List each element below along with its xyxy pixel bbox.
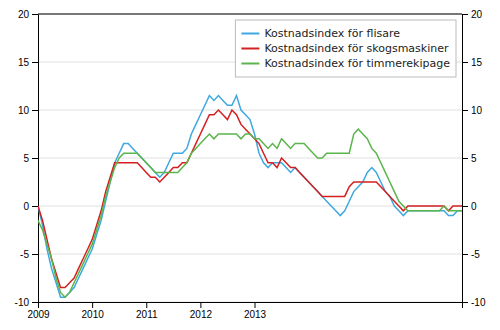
x-axis-line — [39, 303, 463, 309]
legend-item: Kostnadsindex för flisare — [241, 27, 400, 40]
y2-tick: 20 — [462, 9, 483, 20]
lines — [38, 96, 462, 298]
y2-tick-label: 5 — [471, 153, 477, 164]
y2-tick: -5 — [462, 249, 480, 260]
y-tick: 5 — [23, 153, 38, 164]
legend-label: Kostnadsindex för flisare — [264, 27, 400, 40]
y-tick: 0 — [23, 201, 38, 212]
grid-line — [38, 14, 462, 15]
plot: 20092010201120122013-10-505101520-10-505… — [15, 9, 486, 320]
y2-tick-mark — [462, 302, 468, 303]
legend-swatch — [241, 63, 259, 65]
y-tick-label: 20 — [18, 9, 30, 20]
y2-tick: 15 — [462, 57, 483, 68]
grid-line — [38, 158, 462, 159]
y-tick-label: 0 — [23, 201, 29, 212]
y-axis-line — [32, 15, 39, 303]
y-tick-label: 5 — [23, 153, 29, 164]
x-tick-mark — [146, 302, 147, 308]
y2-tick-mark — [462, 158, 468, 159]
x-tick-label: 2012 — [190, 309, 213, 320]
y-tick: 20 — [18, 9, 38, 20]
y2-axis: -10 -5 0 5 10 15 20 — [462, 9, 486, 308]
y2-tick-label: 20 — [471, 9, 483, 20]
y-tick-mark — [32, 14, 38, 15]
y-tick-mark — [32, 206, 38, 207]
y-tick-mark — [32, 110, 38, 111]
y2-tick-label: -10 — [471, 297, 486, 308]
y2-tick-label: 0 — [471, 201, 477, 212]
y2-tick: 0 — [462, 201, 477, 212]
x-tick-label: 2011 — [136, 309, 158, 320]
x-tick-mark — [200, 302, 201, 308]
y2-tick: 10 — [462, 105, 483, 116]
y2-tick-label: 15 — [471, 57, 483, 68]
y2-tick-label: -5 — [471, 249, 480, 260]
grid-line — [38, 254, 462, 255]
y2-tick-mark — [462, 254, 468, 255]
x-tick-label: 2009 — [27, 309, 50, 320]
legend-label: Kostnadsindex för skogsmaskiner — [264, 42, 449, 55]
grid — [38, 14, 462, 302]
y-tick-mark — [32, 158, 38, 159]
y-tick: 10 — [18, 105, 38, 116]
y2-axis-line — [463, 15, 469, 303]
x-tick: 2009 — [27, 302, 50, 320]
legend-swatch — [241, 33, 259, 35]
y-tick-label: -10 — [15, 297, 30, 308]
y-tick-mark — [32, 62, 38, 63]
y-tick-label: 15 — [18, 57, 30, 68]
y-tick-mark — [32, 302, 38, 303]
y2-tick-mark — [462, 14, 468, 15]
y2-tick: -10 — [462, 297, 486, 308]
chart-svg: 20092010201120122013-10-505101520-10-505… — [0, 0, 500, 330]
x-tick-label: 2010 — [82, 309, 105, 320]
y2-tick-mark — [462, 206, 468, 207]
y2-tick: 5 — [462, 153, 477, 164]
legend-item: Kostnadsindex för skogsmaskiner — [241, 42, 449, 55]
x-tick: 2012 — [190, 302, 213, 320]
x-axis: 2009 2010 2011 2012 2013 — [27, 302, 462, 320]
grid-line — [38, 110, 462, 111]
y-tick-label: 10 — [18, 105, 30, 116]
x-tick-mark — [255, 302, 256, 308]
series-line — [38, 96, 462, 298]
legend-item: Kostnadsindex för timmerekipage — [241, 57, 450, 70]
x-tick: 2010 — [82, 302, 105, 320]
y-tick: -5 — [20, 249, 38, 260]
x-tick: 2013 — [244, 302, 267, 320]
x-tick: 2011 — [136, 302, 158, 320]
legend-frame — [235, 20, 456, 77]
frame-top — [38, 14, 462, 15]
y-tick: -10 — [15, 297, 38, 308]
y-tick-label: -5 — [20, 249, 29, 260]
y2-tick-label: 10 — [471, 105, 483, 116]
y2-tick-mark — [462, 110, 468, 111]
y-tick-mark — [32, 254, 38, 255]
y-axis: -10 -5 0 5 10 15 20 — [15, 9, 39, 308]
series-line — [38, 129, 462, 297]
chart-container: 20092010201120122013-10-505101520-10-505… — [0, 0, 500, 330]
x-tick-mark — [92, 302, 93, 308]
legend-swatch — [241, 48, 259, 50]
y2-tick-mark — [462, 62, 468, 63]
legend: Kostnadsindex för flisare Kostnadsindex f… — [235, 20, 456, 77]
legend-label: Kostnadsindex för timmerekipage — [264, 57, 450, 70]
y-tick: 15 — [18, 57, 38, 68]
x-tick-label: 2013 — [244, 309, 267, 320]
